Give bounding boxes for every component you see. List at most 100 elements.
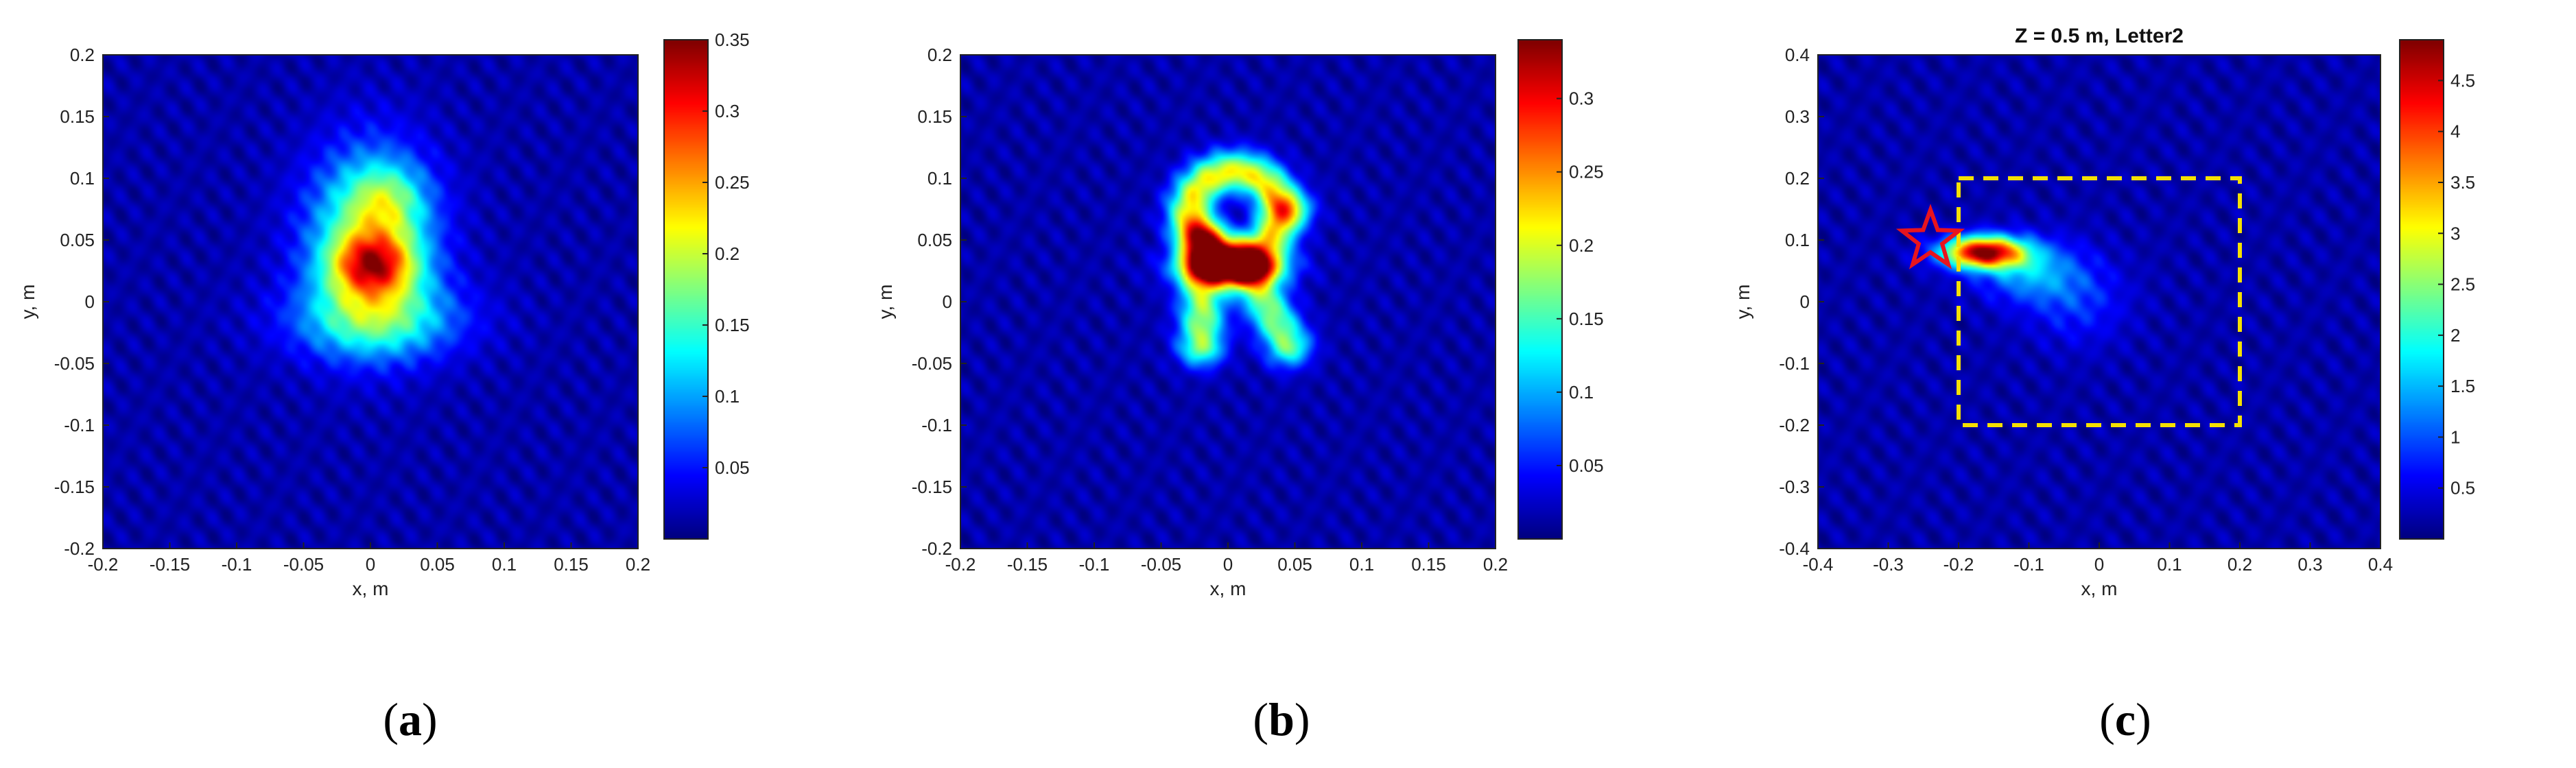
colorbar-gradient <box>664 40 708 539</box>
x-tick-label: 0.05 <box>1277 554 1312 575</box>
x-tick-label: 0.05 <box>420 554 455 575</box>
y-tick-label: -0.15 <box>54 477 95 497</box>
colorbar-tick-label: 4 <box>2450 121 2460 142</box>
x-tick-label: 0.1 <box>2157 554 2182 575</box>
caption-c-label: c <box>2114 693 2136 745</box>
y-tick-label: 0 <box>1800 291 1810 312</box>
caption-a: (a) <box>383 693 438 745</box>
colorbar-tick-label: 0.25 <box>1569 162 1604 182</box>
y-tick-label: -0.2 <box>921 538 952 559</box>
heatmap-image <box>1818 55 2380 549</box>
y-axis-label: y, m <box>17 285 38 320</box>
y-tick-label: -0.1 <box>921 415 952 435</box>
x-tick-label: -0.15 <box>150 554 190 575</box>
x-tick-label: -0.15 <box>1007 554 1048 575</box>
colorbar-tick-label: 0.3 <box>715 101 740 121</box>
y-tick-label: 0.15 <box>917 106 952 127</box>
x-tick-label: 0 <box>2094 554 2104 575</box>
y-tick-label: -0.1 <box>1779 353 1810 374</box>
chart-panel-c: -0.4 -0.3 -0.2 -0.1 0 0.1 0.2 0.3 0.4 -0.4 -0.3 -0.… <box>1732 25 2475 599</box>
colorbar-tick-label: 4.5 <box>2450 70 2475 91</box>
y-tick-label: -0.4 <box>1779 538 1810 559</box>
colorbar-tick-label: 3.5 <box>2450 172 2475 193</box>
x-tick-label: 0.15 <box>1411 554 1446 575</box>
y-tick-label: 0 <box>85 291 95 312</box>
colorbar-tick-label: 2 <box>2450 325 2460 346</box>
caption-b: (b) <box>1253 693 1310 745</box>
dashed-box-annotation <box>1957 176 2242 427</box>
y-tick-label: 0.1 <box>70 168 95 189</box>
y-tick-label: 0.2 <box>927 45 952 65</box>
colorbar-tick-label: 0.35 <box>715 29 750 50</box>
colorbar-tick-label: 0.15 <box>1569 309 1604 329</box>
x-tick-label: -0.05 <box>283 554 324 575</box>
y-tick-label: -0.15 <box>912 477 952 497</box>
x-tick-label: -0.1 <box>2013 554 2044 575</box>
x-tick-label: 0.4 <box>2368 554 2393 575</box>
x-tick-label: 0 <box>1223 554 1233 575</box>
colorbar-tick-label: 0.2 <box>1569 235 1594 256</box>
y-tick-label: 0.2 <box>1785 168 1810 189</box>
colorbar-tick-label: 0.2 <box>715 243 740 264</box>
y-tick-label: 0.1 <box>927 168 952 189</box>
colorbar-tick-label: 1.5 <box>2450 376 2475 396</box>
x-tick-label: -0.3 <box>1873 554 1904 575</box>
y-tick-label: 0.4 <box>1785 45 1810 65</box>
colorbar-tick-label: 2.5 <box>2450 274 2475 295</box>
colorbar-gradient <box>2400 40 2444 539</box>
y-tick-label: 0.15 <box>60 106 95 127</box>
x-tick-label: -0.2 <box>88 554 119 575</box>
colorbar-gradient <box>1518 40 1562 539</box>
y-tick-label: -0.05 <box>54 353 95 374</box>
colorbar-tick-label: 0.3 <box>1569 88 1594 109</box>
star-marker <box>1895 204 1965 269</box>
heatmap-image <box>103 55 638 549</box>
y-tick-label: 0.1 <box>1785 230 1810 250</box>
colorbar-frame <box>663 39 709 540</box>
x-tick-label: 0 <box>366 554 375 575</box>
colorbar-tick-label: 0.05 <box>715 457 750 478</box>
x-tick-label: -0.2 <box>945 554 976 575</box>
x-tick-label: 0.1 <box>492 554 517 575</box>
y-tick-label: 0.3 <box>1785 106 1810 127</box>
x-tick-label: 0.3 <box>2297 554 2322 575</box>
y-tick-label: 0.2 <box>70 45 95 65</box>
x-axis-label: x, m <box>2081 578 2118 599</box>
colorbar-tick-label: 1 <box>2450 427 2460 447</box>
x-tick-label: 0.2 <box>2228 554 2252 575</box>
chart-panel-a: -0.2 -0.15 -0.1 -0.05 0 0.05 0.1 0.15 0.2 -0.2 -0.… <box>17 29 750 599</box>
chart-panel-b: -0.2 -0.15 -0.1 -0.05 0 0.05 0.1 0.15 0.2 -0.2 -0.… <box>875 39 1604 599</box>
x-tick-label: 0.1 <box>1349 554 1374 575</box>
heatmap-image <box>960 55 1496 549</box>
y-axis-label: y, m <box>1732 285 1753 320</box>
colorbar-tick-label: 3 <box>2450 223 2460 243</box>
colorbar-tick-label: 0.1 <box>1569 382 1594 403</box>
colorbar-tick-label: 0.5 <box>2450 478 2475 499</box>
caption-a-label: a <box>399 693 422 745</box>
y-tick-label: 0.05 <box>917 230 952 250</box>
x-tick-label: 0.15 <box>554 554 589 575</box>
x-tick-label: 0.2 <box>626 554 650 575</box>
y-tick-label: -0.05 <box>912 353 952 374</box>
y-tick-label: -0.2 <box>1779 415 1810 435</box>
colorbar-tick-label: 0.25 <box>715 172 750 193</box>
x-axis-label: x, m <box>353 578 389 599</box>
caption-c: (c) <box>2099 693 2151 745</box>
x-tick-label: 0.2 <box>1483 554 1508 575</box>
y-tick-label: 0 <box>943 291 952 312</box>
y-tick-label: -0.3 <box>1779 477 1810 497</box>
colorbar-tick-label: 0.1 <box>715 386 740 407</box>
y-axis-label: y, m <box>875 285 896 320</box>
x-tick-label: -0.1 <box>1079 554 1110 575</box>
colorbar-frame <box>2399 39 2444 540</box>
y-tick-label: -0.1 <box>64 415 95 435</box>
colorbar-tick-label: 0.05 <box>1569 455 1604 476</box>
x-tick-label: -0.2 <box>1943 554 1974 575</box>
colorbar-frame <box>1517 39 1563 540</box>
chart-title: Z = 0.5 m, Letter2 <box>2015 25 2184 47</box>
x-tick-label: -0.4 <box>1803 554 1834 575</box>
x-tick-label: -0.1 <box>222 554 252 575</box>
x-axis-label: x, m <box>1210 578 1246 599</box>
